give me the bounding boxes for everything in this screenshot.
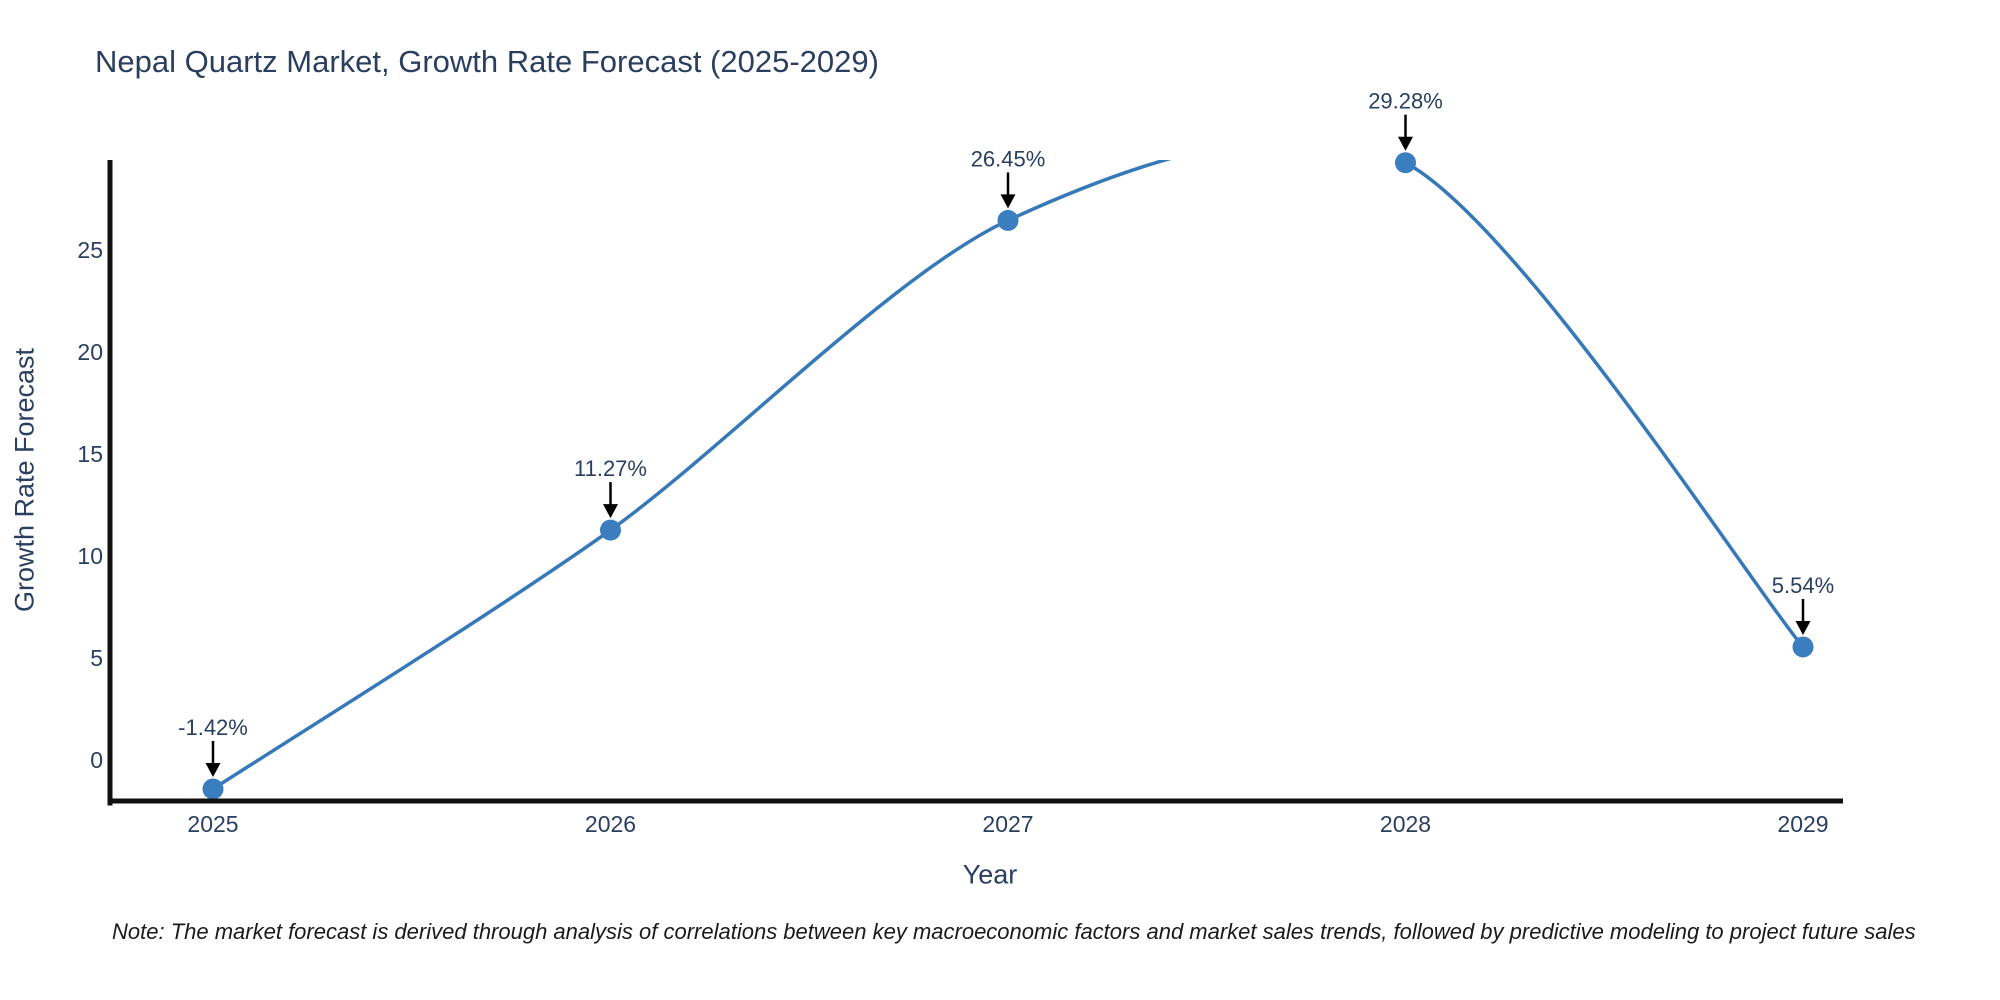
x-tick-label-2026: 2026 bbox=[585, 811, 636, 837]
y-tick-label-10: 10 bbox=[77, 543, 103, 569]
curve-layer bbox=[212, 160, 1805, 791]
y-tick-label-5: 5 bbox=[90, 645, 103, 671]
data-point-2027[interactable] bbox=[997, 209, 1019, 231]
point-label-2029: 5.54% bbox=[1772, 573, 1834, 598]
data-point-2028[interactable] bbox=[1395, 152, 1416, 174]
y-axis-title: Growth Rate Forecast bbox=[9, 347, 40, 613]
x-tick-label-2027: 2027 bbox=[982, 811, 1033, 837]
annotation-arrowhead-2025 bbox=[205, 762, 221, 777]
y-tick-label-15: 15 bbox=[77, 441, 103, 467]
y-axis-line bbox=[107, 160, 113, 806]
data-point-2026[interactable] bbox=[600, 519, 621, 541]
data-point-2025[interactable] bbox=[202, 778, 224, 800]
annotation-arrowhead-2027 bbox=[1000, 194, 1016, 209]
chart-title: Nepal Quartz Market, Growth Rate Forecas… bbox=[95, 44, 879, 79]
forecast-curve bbox=[212, 160, 1805, 791]
x-axis-title: Year bbox=[962, 859, 1018, 890]
data-point-2029[interactable] bbox=[1792, 636, 1814, 658]
x-tick-label-2028: 2028 bbox=[1380, 811, 1431, 837]
y-tick-label-0: 0 bbox=[90, 747, 103, 773]
point-label-2028: 29.28% bbox=[1368, 89, 1443, 114]
y-tick-label-25: 25 bbox=[77, 237, 103, 263]
x-tick-label-2025: 2025 bbox=[187, 811, 238, 837]
x-tick-label-2029: 2029 bbox=[1777, 811, 1828, 837]
annotation-arrowhead-2028 bbox=[1398, 136, 1413, 151]
annotation-arrowhead-2029 bbox=[1795, 620, 1811, 635]
footnote: Note: The market forecast is derived thr… bbox=[112, 919, 1916, 944]
x-axis-line bbox=[107, 798, 1843, 804]
point-label-2027: 26.45% bbox=[971, 146, 1046, 171]
point-label-2026: 11.27% bbox=[574, 456, 647, 481]
annotation-arrowhead-2026 bbox=[603, 504, 618, 519]
y-tick-label-20: 20 bbox=[77, 339, 103, 365]
point-label-2025: -1.42% bbox=[178, 715, 248, 740]
